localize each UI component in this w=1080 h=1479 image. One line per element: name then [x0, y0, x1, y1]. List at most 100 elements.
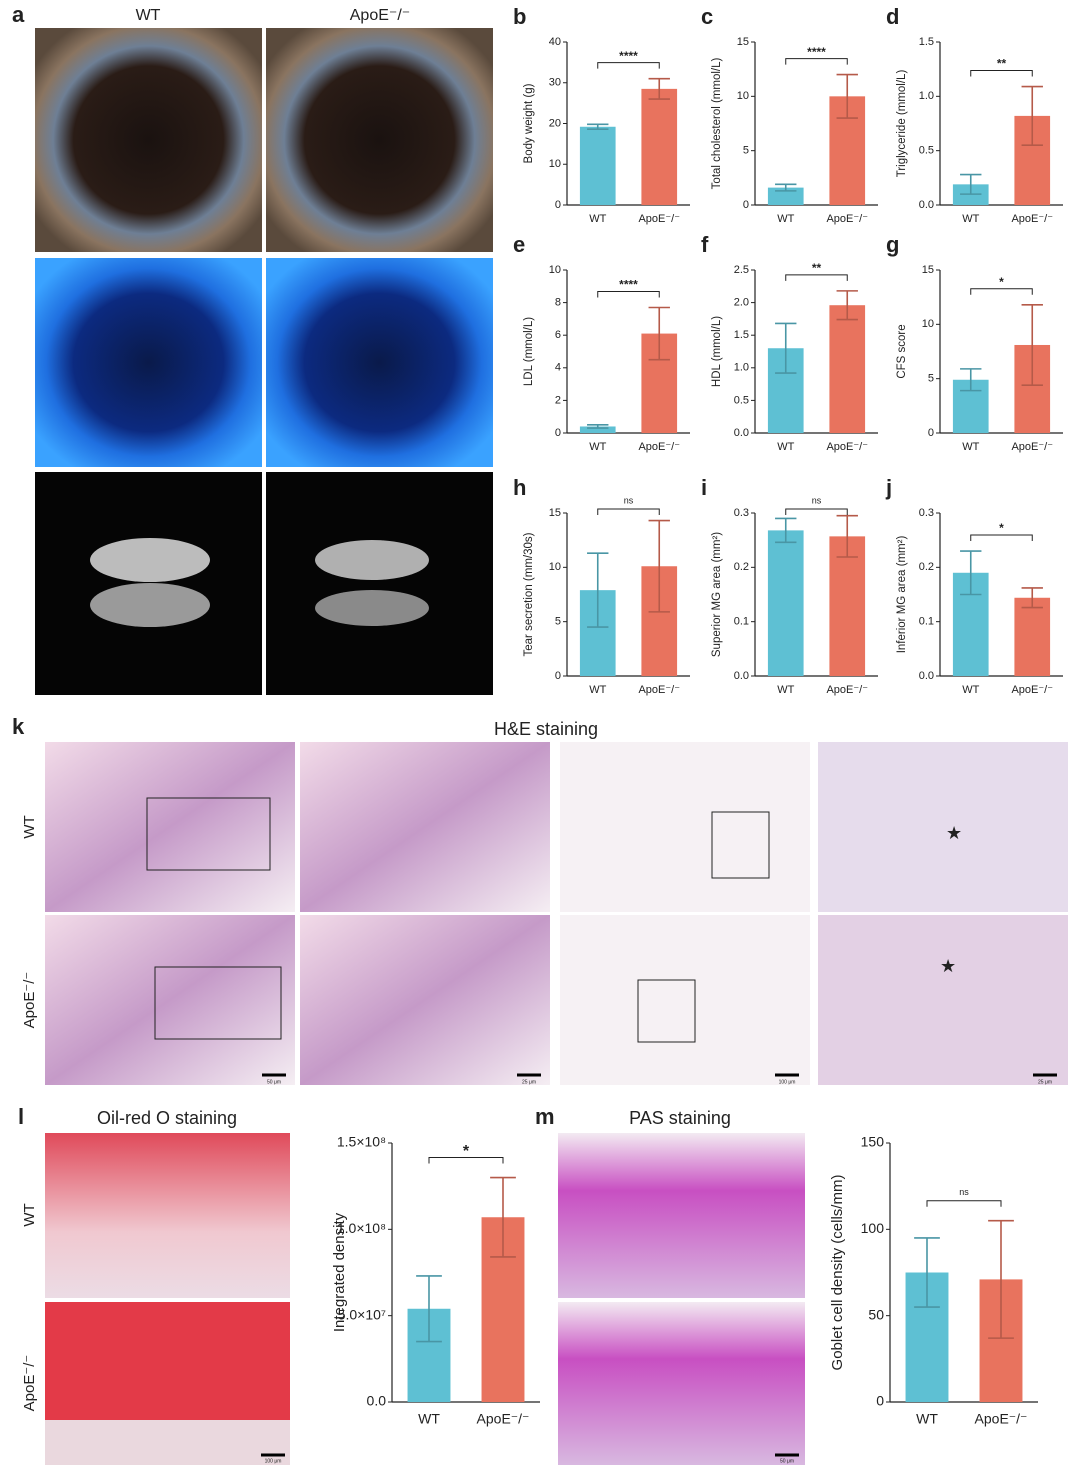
inset-box — [637, 979, 696, 1043]
y-tick-label: 40 — [549, 36, 561, 48]
y-tick-label: 0 — [555, 670, 561, 682]
y-tick-label: 1.5 — [734, 329, 749, 341]
y-tick-label: 0 — [555, 427, 561, 439]
y-tick-label: 8 — [555, 297, 561, 309]
x-tick-label: WT — [777, 441, 794, 453]
star: ★ — [946, 823, 962, 843]
error-bar — [648, 519, 670, 613]
x-tick-label: WT — [962, 441, 979, 453]
bar — [767, 187, 804, 205]
x-tick-label: WT — [589, 441, 606, 453]
panel-letter: l — [18, 1104, 24, 1129]
x-tick-label: ApoE⁻/⁻ — [638, 684, 680, 696]
panel-letter: g — [886, 232, 899, 257]
error-bar — [648, 306, 670, 361]
bar — [829, 305, 866, 433]
y-tick-label: 15 — [549, 507, 561, 519]
panel-letter: b — [513, 4, 526, 29]
y-tick-label: 10 — [737, 90, 749, 102]
error-bar — [988, 1219, 1014, 1339]
error-bar — [1021, 85, 1043, 147]
y-tick-label: 5 — [928, 373, 934, 385]
x-tick-label: WT — [916, 1411, 938, 1427]
inset-box — [711, 811, 770, 879]
y-tick-label: 1.0 — [919, 90, 934, 102]
image — [560, 915, 810, 1085]
row-label: ApoE⁻/⁻ — [21, 1355, 38, 1412]
significance-bracket — [970, 534, 1033, 542]
significance-bracket — [785, 274, 848, 281]
x-tick-label: ApoE⁻/⁻ — [1011, 441, 1053, 453]
x-tick-label: ApoE⁻/⁻ — [826, 441, 868, 453]
row-label: WT — [21, 815, 38, 838]
y-tick-label: 0.0 — [734, 670, 749, 682]
y-tick-label: 0.1 — [919, 616, 934, 628]
x-tick-label: WT — [962, 213, 979, 225]
bar — [579, 426, 616, 433]
panel-letter: j — [885, 475, 892, 500]
inset-box — [146, 797, 271, 871]
y-tick-label: 0.3 — [919, 507, 934, 519]
significance-label: ns — [959, 1187, 969, 1197]
y-tick-label: 0.3 — [734, 507, 749, 519]
y-tick-label: 15 — [922, 264, 934, 276]
scale-bar-label: 50 μm — [780, 1458, 794, 1464]
significance-bracket — [785, 58, 848, 65]
y-tick-label: 0.5 — [734, 394, 749, 406]
image — [558, 1133, 805, 1298]
x-tick-label: WT — [777, 684, 794, 696]
gland — [90, 583, 210, 627]
y-tick-label: 100 — [861, 1220, 885, 1236]
error-bar — [416, 1275, 442, 1343]
error-bar — [914, 1237, 940, 1308]
scale-bar-label: 25 μm — [522, 1079, 536, 1085]
significance-label: ** — [997, 57, 1007, 71]
y-tick-label: 30 — [549, 77, 561, 89]
significance-label: **** — [619, 49, 638, 63]
scale-bar-label: 25 μm — [1038, 1079, 1052, 1085]
x-tick-label: ApoE⁻/⁻ — [975, 1411, 1028, 1427]
x-tick-label: ApoE⁻/⁻ — [638, 213, 680, 225]
y-tick-label: 2.0 — [734, 297, 749, 309]
column-label: WT — [136, 7, 161, 24]
image — [266, 472, 493, 695]
panel-title: PAS staining — [629, 1108, 731, 1128]
significance-label: ns — [812, 495, 822, 505]
y-tick-label: 20 — [549, 117, 561, 129]
significance-label: ns — [624, 495, 634, 505]
bar — [767, 530, 804, 676]
y-axis-label: Body weight (g) — [523, 83, 535, 163]
image — [35, 258, 262, 467]
x-tick-label: WT — [589, 684, 606, 696]
error-bar — [1021, 587, 1043, 609]
bar — [579, 126, 616, 205]
eye-images — [35, 28, 493, 695]
error-bar — [775, 322, 797, 374]
y-axis-label: HDL (mmol/L) — [711, 316, 723, 387]
image — [35, 28, 262, 252]
significance-bracket — [785, 508, 848, 515]
y-tick-label: 5.0×10⁷ — [338, 1306, 386, 1322]
x-tick-label: WT — [589, 213, 606, 225]
y-tick-label: 10 — [922, 318, 934, 330]
gland — [315, 540, 429, 580]
error-bar — [587, 424, 609, 429]
image — [300, 742, 550, 912]
error-bar — [490, 1176, 516, 1258]
panel-letter: h — [513, 475, 526, 500]
significance-label: * — [999, 275, 1004, 289]
y-tick-label: 0.0 — [367, 1393, 387, 1409]
significance-label: **** — [807, 45, 826, 59]
y-tick-label: 15 — [737, 36, 749, 48]
star: ★ — [940, 956, 956, 976]
y-tick-label: 10 — [549, 158, 561, 170]
y-tick-label: 1.5 — [919, 36, 934, 48]
y-tick-label: 1.5×10⁸ — [337, 1134, 386, 1150]
y-axis-label: Total cholesterol (mmol/L) — [711, 58, 723, 190]
image — [45, 1420, 290, 1465]
significance-bracket — [970, 288, 1033, 295]
y-tick-label: 0 — [743, 199, 749, 211]
y-tick-label: 50 — [868, 1306, 884, 1322]
y-tick-label: 150 — [861, 1134, 885, 1150]
image — [45, 915, 295, 1085]
